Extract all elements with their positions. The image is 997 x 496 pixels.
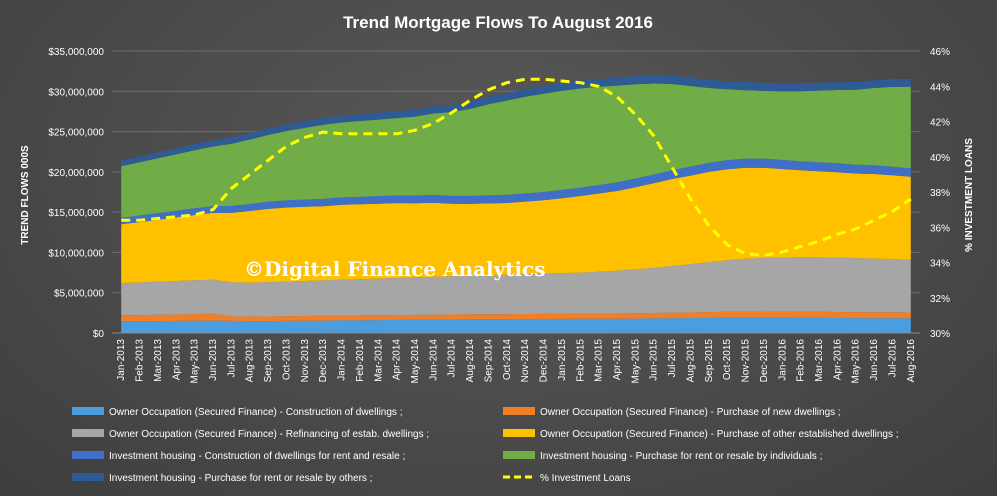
legend-label: Owner Occupation (Secured Finance) - Pur… bbox=[540, 407, 841, 418]
x-tick-label: Oct-2014 bbox=[502, 339, 513, 381]
y-tick-label-left: $30,000,000 bbox=[48, 87, 104, 98]
x-tick-label: Jul-2013 bbox=[226, 339, 237, 378]
legend-label: Owner Occupation (Secured Finance) - Pur… bbox=[540, 429, 899, 440]
y-axis-label-left: TREND FLOWS 000S bbox=[20, 145, 31, 245]
y-tick-label-right: 42% bbox=[930, 118, 950, 129]
y-tick-label-right: 32% bbox=[930, 294, 950, 305]
legend-label: Owner Occupation (Secured Finance) - Con… bbox=[109, 407, 402, 418]
y-tick-label-left: $15,000,000 bbox=[48, 208, 104, 219]
x-tick-label: May-2013 bbox=[190, 339, 201, 384]
x-tick-label: Jul-2016 bbox=[887, 339, 898, 378]
area-series-7 bbox=[121, 75, 911, 167]
x-tick-label: May-2016 bbox=[851, 339, 862, 384]
x-tick-label: Nov-2015 bbox=[741, 339, 752, 383]
legend-swatch bbox=[72, 451, 104, 459]
legend-swatch bbox=[72, 407, 104, 415]
chart-title: Trend Mortgage Flows To August 2016 bbox=[343, 13, 653, 32]
x-tick-label: Feb-2016 bbox=[796, 339, 807, 382]
x-tick-label: Mar-2015 bbox=[594, 339, 605, 382]
x-tick-label: Aug-2013 bbox=[245, 339, 256, 383]
legend-label: % Investment Loans bbox=[540, 473, 631, 484]
x-tick-label: Apr-2016 bbox=[832, 339, 843, 381]
area-series-3 bbox=[121, 257, 911, 317]
x-tick-label: Mar-2013 bbox=[153, 339, 164, 382]
area-series-4 bbox=[121, 167, 911, 283]
y-tick-label-right: 44% bbox=[930, 82, 950, 93]
x-tick-label: May-2015 bbox=[630, 339, 641, 384]
x-tick-label: Feb-2013 bbox=[135, 339, 146, 382]
x-axis-ticks: Jan-2013 Feb-2013 Mar-2013 Apr-2013 May-2013… bbox=[116, 339, 917, 384]
y-tick-label-right: 38% bbox=[930, 188, 950, 199]
y-tick-label-right: 40% bbox=[930, 153, 950, 164]
x-tick-label: Aug-2015 bbox=[685, 339, 696, 383]
y-tick-label-right: 46% bbox=[930, 47, 950, 58]
x-tick-label: Mar-2016 bbox=[814, 339, 825, 382]
x-tick-label: Jul-2014 bbox=[447, 339, 458, 378]
area-series-2 bbox=[121, 311, 911, 322]
y-tick-label-right: 30% bbox=[930, 329, 950, 340]
y-tick-label-left: $25,000,000 bbox=[48, 128, 104, 139]
right-axis-ticks: 30% 32% 34% 36% 38% 40% 42% 44% 46% bbox=[930, 47, 950, 340]
x-tick-label: Mar-2014 bbox=[373, 339, 384, 382]
y-tick-label-right: 36% bbox=[930, 223, 950, 234]
x-tick-label: Jan-2014 bbox=[337, 339, 348, 381]
x-tick-label: Apr-2015 bbox=[612, 339, 623, 381]
x-tick-label: Jan-2015 bbox=[557, 339, 568, 381]
y-tick-label-left: $20,000,000 bbox=[48, 168, 104, 179]
x-tick-label: Nov-2014 bbox=[520, 339, 531, 383]
x-tick-label: Jun-2016 bbox=[869, 339, 880, 381]
line-series bbox=[121, 77, 912, 257]
legend-label: Investment housing - Purchase for rent o… bbox=[109, 473, 372, 484]
y-tick-label-left: $5,000,000 bbox=[54, 289, 104, 300]
x-tick-label: Jan-2016 bbox=[777, 339, 788, 381]
x-tick-label: Apr-2013 bbox=[171, 339, 182, 381]
area-series bbox=[112, 75, 920, 334]
area-series-6 bbox=[121, 83, 911, 218]
x-tick-label: Dec-2015 bbox=[759, 339, 770, 383]
x-tick-label: Feb-2015 bbox=[575, 339, 586, 382]
watermark-text: ©Digital Finance Analytics bbox=[244, 257, 546, 281]
x-tick-label: Aug-2014 bbox=[465, 339, 476, 383]
x-tick-label: May-2014 bbox=[410, 339, 421, 384]
x-tick-label: Feb-2014 bbox=[355, 339, 366, 382]
x-tick-label: Jul-2015 bbox=[667, 339, 678, 378]
x-tick-label: Sep-2014 bbox=[483, 339, 494, 383]
x-tick-label: Aug-2016 bbox=[906, 339, 917, 383]
x-tick-label: Oct-2013 bbox=[281, 339, 292, 381]
x-tick-label: Jun-2014 bbox=[428, 339, 439, 381]
x-tick-label: Jan-2013 bbox=[116, 339, 127, 381]
area-series-1 bbox=[121, 317, 911, 333]
x-tick-label: Apr-2014 bbox=[392, 339, 403, 381]
y-tick-label-left: $0 bbox=[93, 329, 105, 340]
x-tick-label: Sep-2015 bbox=[704, 339, 715, 383]
x-tick-label: Jun-2013 bbox=[208, 339, 219, 381]
x-tick-label: Nov-2013 bbox=[300, 339, 311, 383]
x-tick-label: Sep-2013 bbox=[263, 339, 274, 383]
x-tick-label: Dec-2013 bbox=[318, 339, 329, 383]
legend-swatch bbox=[503, 451, 535, 459]
legend-label: Investment housing - Purchase for rent o… bbox=[540, 451, 822, 462]
y-tick-label-left: $35,000,000 bbox=[48, 47, 104, 58]
x-tick-label: Dec-2014 bbox=[539, 339, 550, 383]
left-axis-ticks: $0 $5,000,000 $10,000,000 $15,000,000 $20,00… bbox=[48, 47, 104, 340]
legend-swatch bbox=[72, 429, 104, 437]
y-tick-label-left: $10,000,000 bbox=[48, 248, 104, 259]
y-tick-label-right: 34% bbox=[930, 259, 950, 270]
investment-loans-line bbox=[121, 77, 912, 257]
legend-swatch bbox=[72, 473, 104, 481]
area-series-5 bbox=[121, 158, 911, 225]
legend-swatch bbox=[503, 407, 535, 415]
legend: Owner Occupation (Secured Finance) - Con… bbox=[72, 407, 899, 484]
y-axis-label-right: % INVESTMENT LOANS bbox=[964, 138, 975, 252]
legend-label: Owner Occupation (Secured Finance) - Ref… bbox=[109, 429, 429, 440]
legend-label: Investment housing - Construction of dwe… bbox=[109, 451, 405, 462]
x-tick-label: Jun-2015 bbox=[649, 339, 660, 381]
legend-swatch bbox=[503, 429, 535, 437]
x-tick-label: Oct-2015 bbox=[722, 339, 733, 381]
